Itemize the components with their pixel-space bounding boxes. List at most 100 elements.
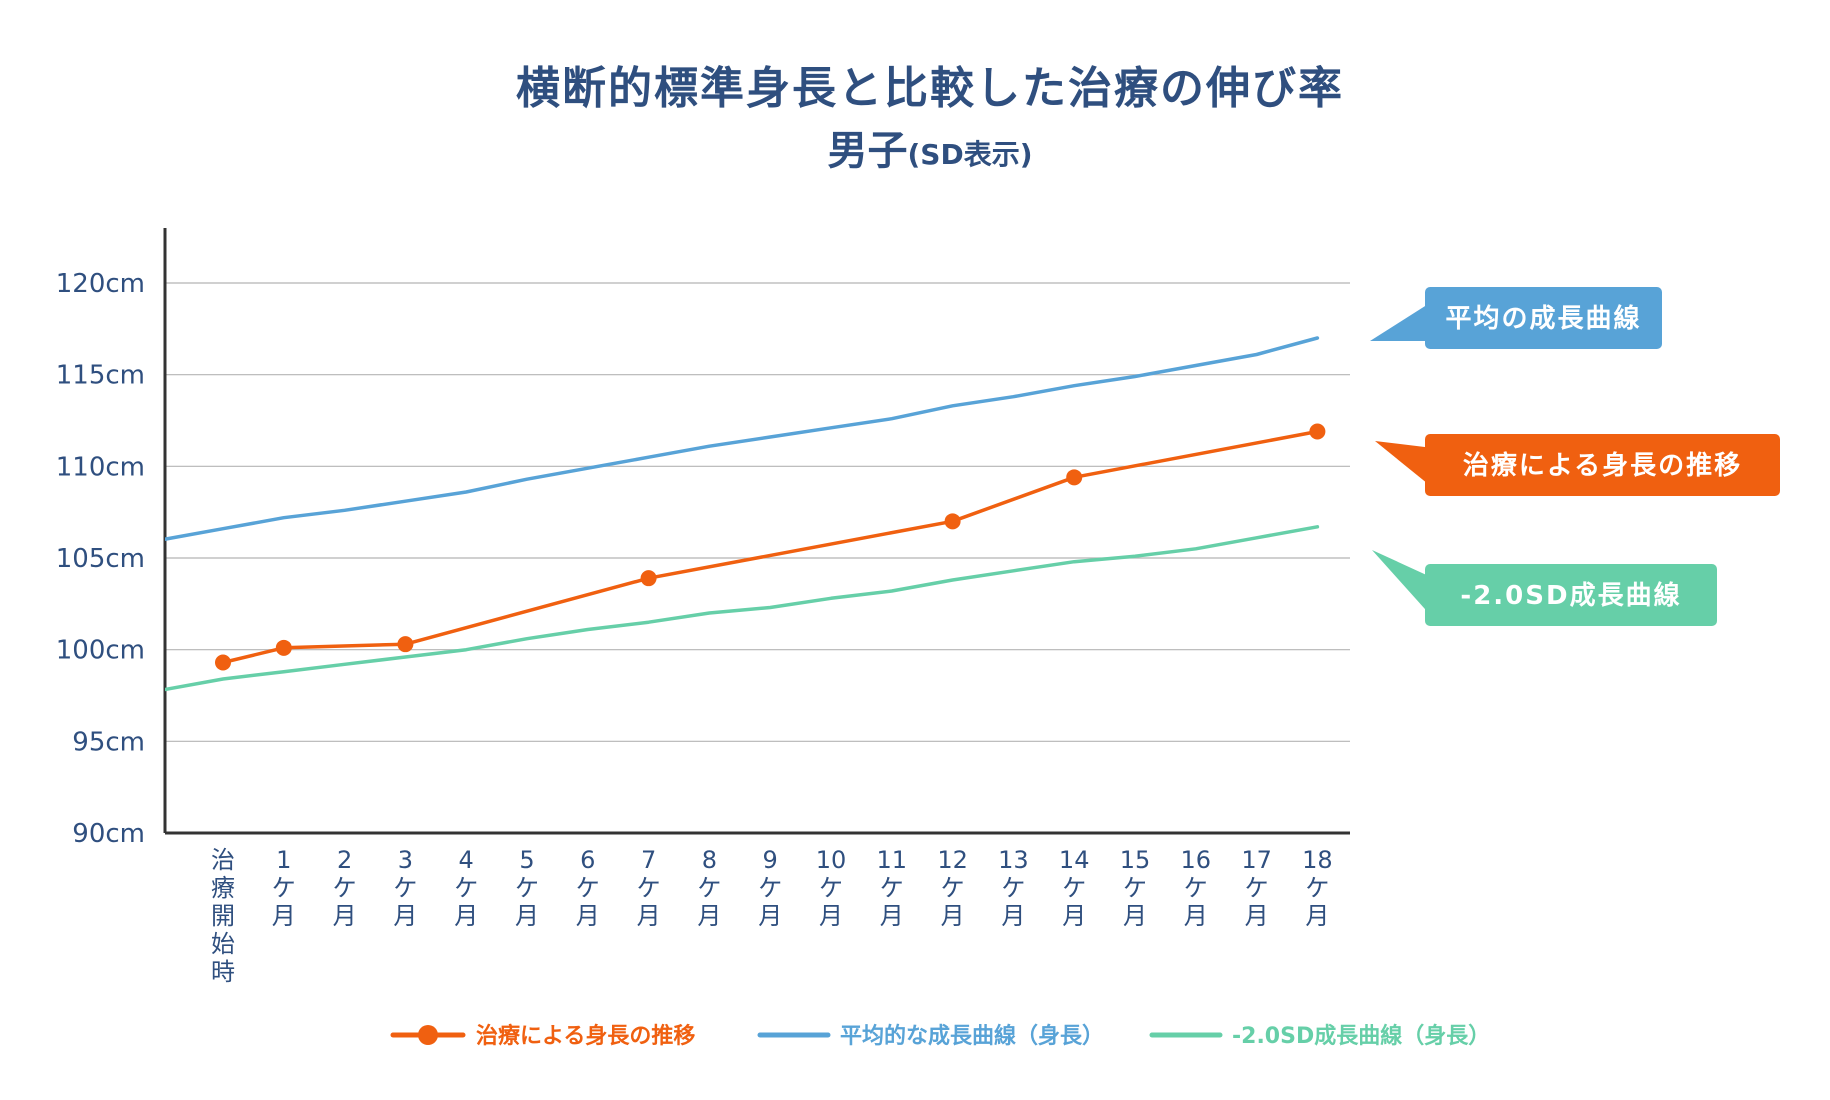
x-tick-char: ケ	[576, 874, 600, 902]
x-tick-label: 8ケ月	[697, 846, 721, 930]
x-tick-char: ケ	[393, 874, 417, 902]
x-tick-char: 17	[1241, 846, 1272, 874]
x-tick-char: 9	[763, 846, 778, 874]
x-tick-char: 4	[459, 846, 474, 874]
legend-label: 平均的な成長曲線（身長）	[840, 1023, 1104, 1049]
x-tick-char: 16	[1181, 846, 1212, 874]
x-tick-char: 6	[580, 846, 595, 874]
x-tick-char: 月	[941, 902, 965, 930]
x-tick-char: 開	[211, 902, 235, 930]
x-tick-char: 月	[637, 902, 661, 930]
x-tick-char: ケ	[880, 874, 904, 902]
subtitle-note: (SD表示)	[907, 138, 1033, 171]
x-tick-char: 18	[1302, 846, 1333, 874]
callout-pointer	[1370, 301, 1433, 341]
callout-pointer	[1372, 550, 1433, 618]
x-tick-label: 2ケ月	[333, 846, 357, 930]
x-tick-label: 3ケ月	[393, 846, 417, 930]
x-tick-char: ケ	[758, 874, 782, 902]
x-tick-char: 15	[1120, 846, 1151, 874]
x-tick-char: ケ	[272, 874, 296, 902]
x-tick-char: ケ	[637, 874, 661, 902]
data-point	[1309, 423, 1326, 440]
data-point	[397, 636, 414, 653]
x-tick-char: 7	[641, 846, 656, 874]
legend-item: 平均的な成長曲線（身長）	[757, 1023, 1104, 1049]
x-tick-char: 月	[1062, 902, 1086, 930]
x-tick-char: 月	[333, 902, 357, 930]
x-tick-char: ケ	[1001, 874, 1025, 902]
series-line	[165, 336, 1320, 541]
x-tick-char: ケ	[454, 874, 478, 902]
x-tick-char: 始	[211, 930, 235, 958]
series-lines	[165, 336, 1326, 692]
x-tick-char: 月	[272, 902, 296, 930]
x-tick-char: 時	[211, 958, 235, 986]
x-tick-char: 3	[398, 846, 413, 874]
y-tick-label: 90cm	[72, 819, 145, 849]
y-tick-label: 110cm	[56, 452, 145, 482]
chart-subtitle: 男子(SD表示)	[0, 118, 1830, 176]
x-tick-char: 月	[576, 902, 600, 930]
x-tick-char: 月	[454, 902, 478, 930]
x-tick-char: 14	[1059, 846, 1090, 874]
x-tick-char: 治	[211, 846, 235, 874]
x-tick-char: 月	[515, 902, 539, 930]
x-tick-char: 月	[1245, 902, 1269, 930]
data-point	[640, 570, 657, 587]
x-tick-label: 4ケ月	[454, 846, 478, 930]
x-tick-char: 月	[880, 902, 904, 930]
callout: -2.0SD成長曲線	[1372, 550, 1717, 626]
x-tick-char: ケ	[515, 874, 539, 902]
x-tick-char: 12	[937, 846, 968, 874]
y-tick-label: 115cm	[56, 361, 145, 391]
subtitle-main: 男子	[827, 128, 908, 174]
y-tick-label: 120cm	[56, 269, 145, 299]
x-tick-char: ケ	[941, 874, 965, 902]
callout-pointer	[1375, 441, 1433, 488]
x-tick-char: 療	[211, 874, 235, 902]
x-tick-char: ケ	[1305, 874, 1329, 902]
x-axis-ticks: 治療開始時1ケ月2ケ月3ケ月4ケ月5ケ月6ケ月7ケ月8ケ月9ケ月10ケ月11ケ月…	[211, 846, 1333, 986]
x-tick-char: ケ	[697, 874, 721, 902]
x-tick-char: 月	[1123, 902, 1147, 930]
y-tick-label: 105cm	[56, 544, 145, 574]
x-tick-label: 5ケ月	[515, 846, 539, 930]
x-tick-char: ケ	[1062, 874, 1086, 902]
x-tick-label: 6ケ月	[576, 846, 600, 930]
legend-label: 治療による身長の推移	[476, 1023, 695, 1049]
x-tick-char: 11	[877, 846, 908, 874]
x-tick-char: 13	[998, 846, 1029, 874]
x-tick-char: 月	[697, 902, 721, 930]
callout-box	[1425, 564, 1717, 626]
x-tick-char: ケ	[1245, 874, 1269, 902]
y-tick-label: 95cm	[72, 727, 145, 757]
x-tick-char: 5	[519, 846, 534, 874]
x-tick-char: 月	[1305, 902, 1329, 930]
x-tick-label: 7ケ月	[637, 846, 661, 930]
x-tick-label: 1ケ月	[272, 846, 296, 930]
x-tick-char: ケ	[1184, 874, 1208, 902]
x-tick-char: 月	[393, 902, 417, 930]
x-tick-char: ケ	[333, 874, 357, 902]
x-tick-char: 月	[819, 902, 843, 930]
data-point	[1066, 469, 1083, 486]
legend-label: -2.0SD成長曲線（身長）	[1232, 1023, 1490, 1049]
callout-label: 平均の成長曲線	[1445, 303, 1641, 334]
callout-box	[1425, 287, 1662, 349]
x-tick-char: 月	[1001, 902, 1025, 930]
x-tick-char: 月	[1184, 902, 1208, 930]
y-tick-label: 100cm	[56, 636, 145, 666]
legend-item: -2.0SD成長曲線（身長）	[1149, 1023, 1490, 1049]
x-tick-char: ケ	[819, 874, 843, 902]
x-tick-label: 9ケ月	[758, 846, 782, 930]
x-tick-char: 8	[702, 846, 717, 874]
